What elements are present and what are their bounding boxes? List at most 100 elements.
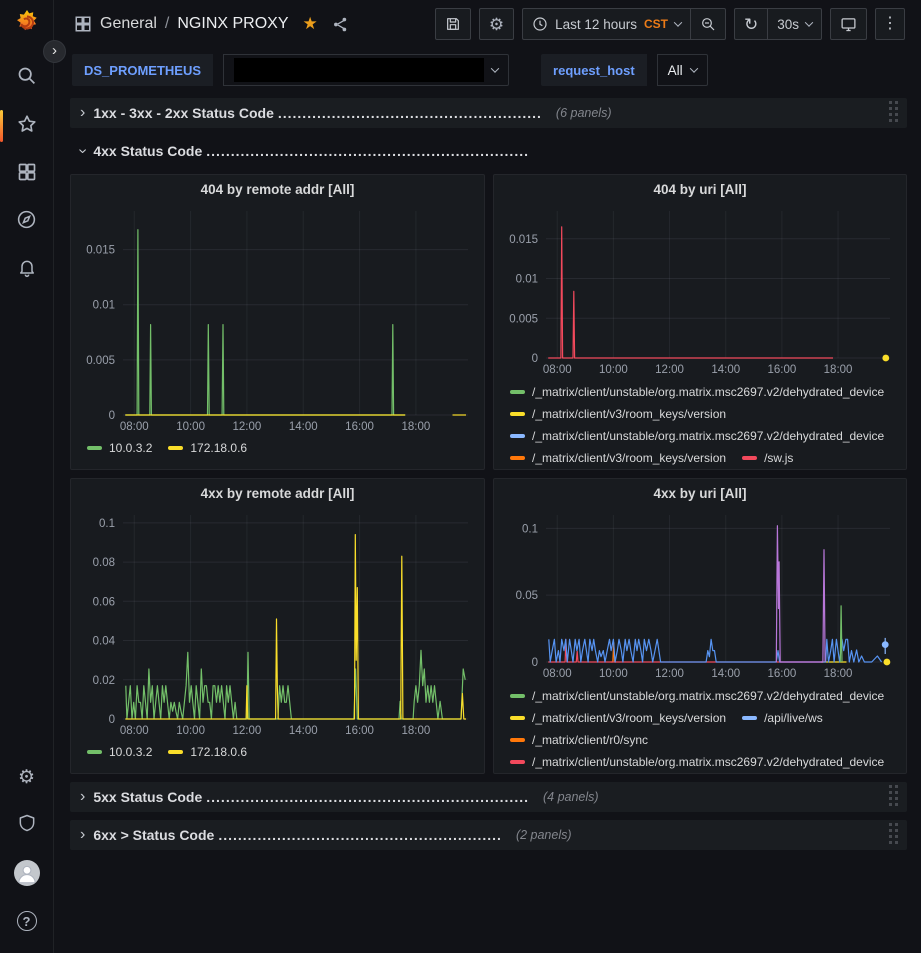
row-1xx-3xx-2xx[interactable]: › 1xx - 3xx - 2xx Status Code ..........…: [70, 98, 907, 128]
legend-swatch: [510, 411, 525, 416]
legend-item[interactable]: /_matrix/client/unstable/org.matrix.msc2…: [510, 381, 884, 403]
timeseries-chart[interactable]: 08:00 10:00 12:00 14:00 16:00 18:00 0 0.05 0.1: [500, 507, 900, 681]
svg-text:0.01: 0.01: [93, 300, 115, 312]
time-range-picker[interactable]: Last 12 hours CST: [522, 8, 690, 40]
row-drag-handle[interactable]: [889, 101, 899, 123]
legend-swatch: [510, 433, 525, 438]
row-4xx[interactable]: › 4xx Status Code ......................…: [70, 136, 907, 166]
legend-item[interactable]: 10.0.3.2: [87, 437, 152, 459]
bell-icon: [17, 258, 37, 283]
more-options-button[interactable]: ⋮: [875, 8, 905, 40]
row-drag-handle[interactable]: [889, 823, 899, 845]
sidebar-item-server-admin[interactable]: [0, 801, 54, 849]
svg-text:10:00: 10:00: [176, 421, 205, 433]
row-title: 6xx > Status Code: [93, 827, 215, 843]
panel-404-by-remote-addr: 404 by remote addr [All] 08:00 10:00 12:00…: [70, 174, 485, 470]
chart-legend: 10.0.3.2 172.18.0.6: [77, 737, 478, 765]
legend-item[interactable]: 10.0.3.2: [87, 741, 152, 763]
variable-request-host-select[interactable]: All: [656, 54, 708, 86]
cycle-view-mode-button[interactable]: [830, 8, 867, 40]
refresh-interval-picker[interactable]: 30s: [767, 8, 822, 40]
legend-item[interactable]: 172.18.0.6: [168, 437, 247, 459]
legend-label: /_matrix/client/unstable/org.matrix.msc2…: [532, 754, 885, 769]
legend-swatch: [510, 455, 525, 460]
row-5xx[interactable]: › 5xx Status Code ......................…: [70, 782, 907, 812]
sidebar-item-explore[interactable]: [0, 198, 54, 246]
refresh-dashboard-button[interactable]: ↻: [733, 8, 768, 40]
svg-text:16:00: 16:00: [345, 421, 374, 433]
legend-item[interactable]: /_matrix/client/r0/sync: [510, 729, 648, 751]
timezone-label: CST: [643, 17, 668, 31]
chevron-down-icon: [673, 18, 683, 27]
breadcrumb-section[interactable]: General: [100, 15, 157, 32]
legend-item[interactable]: /api/live/ws: [742, 707, 823, 729]
dashboard-settings-button[interactable]: ⚙: [478, 8, 515, 40]
zoom-out-time-button[interactable]: [689, 8, 726, 40]
sidebar-item-dashboards[interactable]: [0, 150, 54, 198]
svg-text:16:00: 16:00: [345, 725, 374, 737]
legend-item[interactable]: /_matrix/client/v3/room_keys/version: [510, 447, 726, 465]
legend-label: 10.0.3.2: [109, 441, 153, 455]
row-drag-handle[interactable]: [889, 785, 899, 807]
share-icon[interactable]: [332, 16, 349, 33]
panel-title[interactable]: 404 by remote addr [All]: [200, 182, 355, 197]
breadcrumb-separator: /: [164, 15, 170, 32]
legend-label: /sw.js: [764, 450, 794, 465]
row-title: 4xx Status Code: [93, 143, 203, 159]
svg-text:18:00: 18:00: [402, 725, 431, 737]
legend-swatch: [510, 759, 525, 764]
row-panel-count: (2 panels): [515, 828, 572, 842]
sidebar-item-profile[interactable]: [0, 849, 54, 897]
search-icon: [16, 65, 37, 91]
sidebar-item-search[interactable]: [0, 54, 54, 102]
time-range-label: Last 12 hours: [555, 16, 637, 32]
sidebar-item-help[interactable]: ?: [0, 897, 54, 945]
legend-label: /_matrix/client/unstable/org.matrix.msc2…: [532, 688, 885, 703]
sidebar-item-configuration[interactable]: ⚙: [0, 753, 54, 801]
sidebar-item-starred[interactable]: [0, 102, 54, 150]
svg-text:16:00: 16:00: [767, 668, 796, 680]
legend-swatch: [510, 715, 525, 720]
legend-item[interactable]: /_matrix/client/unstable/org.matrix.msc2…: [510, 685, 884, 707]
timeseries-chart[interactable]: 08:00 10:00 12:00 14:00 16:00 18:00 0 0.005 0.01…: [77, 203, 478, 433]
chart-legend: /_matrix/client/unstable/org.matrix.msc2…: [500, 377, 900, 465]
chevron-right-icon: ›: [80, 788, 86, 805]
page-title[interactable]: NGINX PROXY: [177, 15, 289, 32]
legend-item[interactable]: /_matrix/client/unstable/org.matrix.msc2…: [510, 751, 884, 769]
dashboard-canvas: › 1xx - 3xx - 2xx Status Code ..........…: [54, 94, 921, 850]
grafana-logo-icon[interactable]: [12, 8, 42, 38]
svg-text:0.005: 0.005: [86, 355, 115, 367]
panel-title[interactable]: 4xx by uri [All]: [653, 486, 747, 501]
row-title-dots: ........................................…: [206, 789, 529, 805]
variable-datasource-select[interactable]: [223, 54, 510, 86]
row-6xx[interactable]: › 6xx > Status Code ....................…: [70, 820, 907, 850]
svg-text:10:00: 10:00: [176, 725, 205, 737]
svg-text:18:00: 18:00: [824, 364, 853, 376]
monitor-icon: [840, 16, 857, 33]
legend-item[interactable]: 172.18.0.6: [168, 741, 247, 763]
gear-icon: ⚙: [17, 766, 36, 788]
save-dashboard-button[interactable]: [434, 8, 471, 40]
legend-item[interactable]: /_matrix/client/unstable/org.matrix.msc2…: [510, 425, 884, 447]
panel-title[interactable]: 404 by uri [All]: [653, 182, 747, 197]
legend-item[interactable]: /_matrix/client/v3/room_keys/version: [510, 707, 726, 729]
panel-title[interactable]: 4xx by remote addr [All]: [200, 486, 355, 501]
legend-item[interactable]: /sw.js: [742, 447, 793, 465]
svg-text:12:00: 12:00: [655, 668, 684, 680]
favorite-star-icon[interactable]: ★: [302, 14, 318, 33]
row-title-dots: ........................................…: [277, 105, 542, 121]
legend-label: /_matrix/client/unstable/org.matrix.msc2…: [532, 384, 885, 399]
svg-text:16:00: 16:00: [767, 364, 796, 376]
variable-request-host-value: All: [667, 62, 683, 78]
timeseries-chart[interactable]: 08:00 10:00 12:00 14:00 16:00 18:00 0 0.005 0.01…: [500, 203, 900, 377]
legend-label: /_matrix/client/v3/room_keys/version: [532, 406, 727, 421]
row-title: 1xx - 3xx - 2xx Status Code: [93, 105, 274, 121]
row-panel-count: (4 panels): [542, 790, 599, 804]
shield-icon: [17, 813, 37, 838]
svg-text:14:00: 14:00: [289, 725, 318, 737]
sidebar-item-alerting[interactable]: [0, 246, 54, 294]
sidebar-expand-button[interactable]: ›: [43, 40, 66, 63]
timeseries-chart[interactable]: 08:00 10:00 12:00 14:00 16:00 18:00 0 0.02 0.04 0…: [77, 507, 478, 737]
legend-item[interactable]: /_matrix/client/v3/room_keys/version: [510, 403, 726, 425]
svg-text:14:00: 14:00: [711, 668, 740, 680]
